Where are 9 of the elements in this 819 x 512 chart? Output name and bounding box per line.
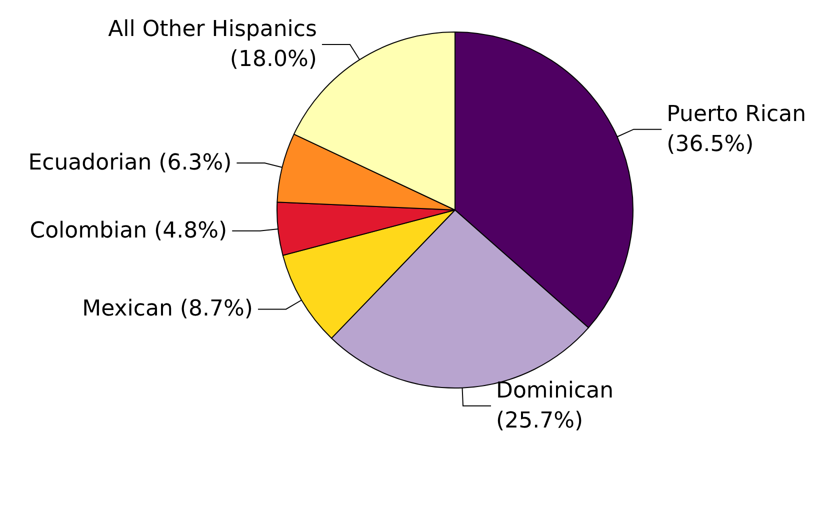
slice-label: Colombian (4.8%)	[30, 218, 228, 244]
data-label: (36.5%)	[666, 132, 754, 157]
slice-label: Ecuadorian (6.3%)	[28, 150, 232, 176]
data-label: (25.7%)	[496, 408, 584, 434]
slice-label: All Other Hispanics	[108, 17, 317, 42]
data-label: (18.0%)	[230, 47, 317, 72]
slice-label: Dominican	[496, 378, 614, 404]
slice-label: Mexican (8.7%)	[82, 296, 253, 322]
slice-label: Puerto Rican	[666, 102, 806, 127]
